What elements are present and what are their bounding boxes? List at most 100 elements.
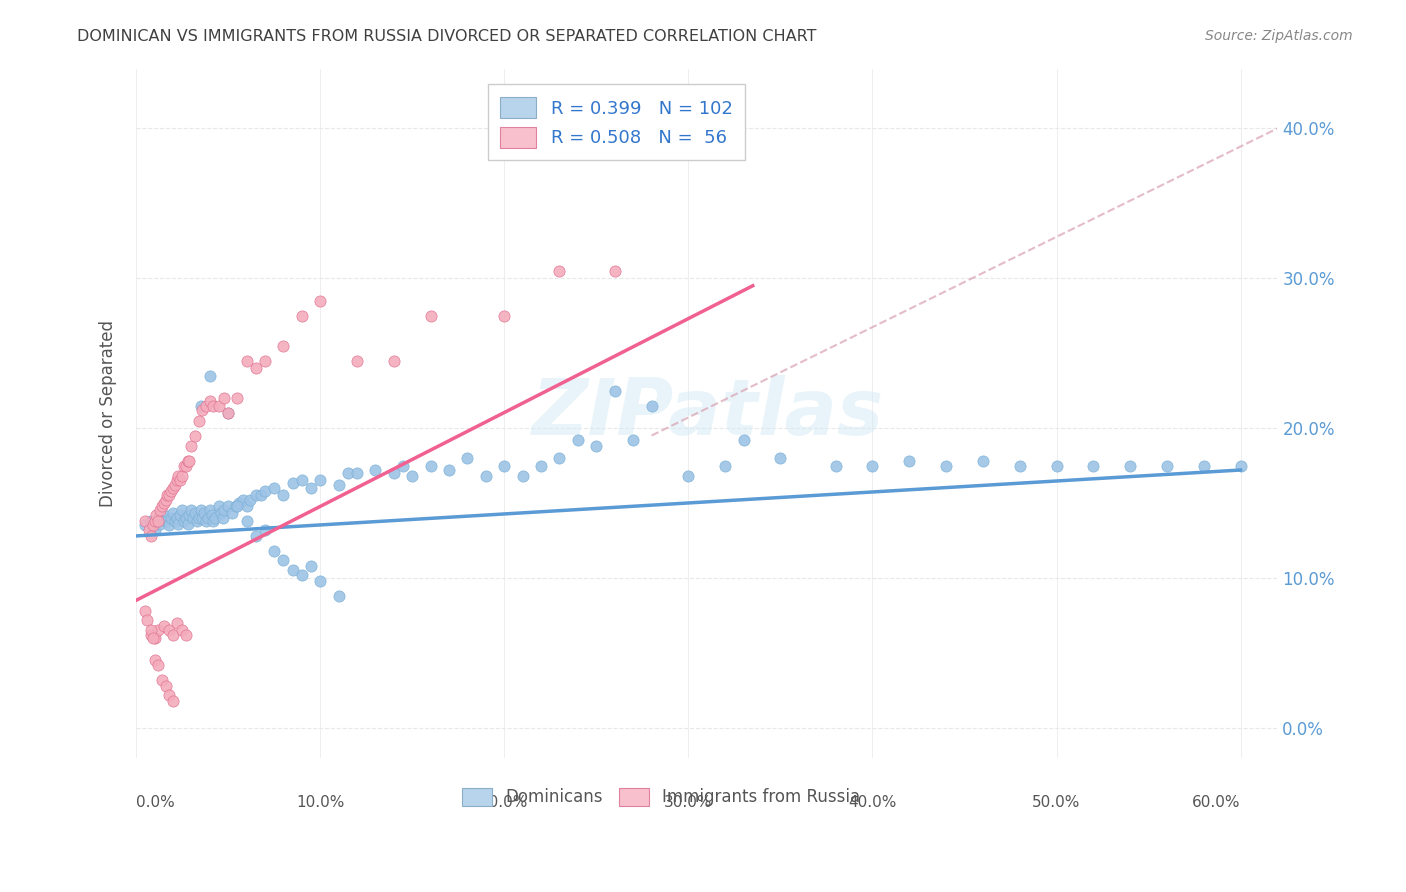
Point: [160, 511, 183, 525]
Point: [169, 474, 191, 488]
Point: [548, 264, 571, 278]
Text: 40.0%: 40.0%: [848, 795, 897, 810]
Point: [1156, 458, 1178, 473]
Text: 50.0%: 50.0%: [1032, 795, 1081, 810]
Point: [217, 406, 239, 420]
Point: [567, 433, 589, 447]
Text: DOMINICAN VS IMMIGRANTS FROM RUSSIA DIVORCED OR SEPARATED CORRELATION CHART: DOMINICAN VS IMMIGRANTS FROM RUSSIA DIVO…: [77, 29, 817, 44]
Point: [239, 493, 262, 508]
Point: [245, 488, 267, 502]
Point: [217, 406, 239, 420]
Point: [157, 624, 180, 638]
Point: [228, 496, 250, 510]
Point: [167, 516, 190, 531]
Point: [309, 574, 332, 588]
Point: [179, 508, 201, 522]
Point: [148, 657, 170, 672]
Point: [1229, 458, 1251, 473]
Point: [187, 511, 209, 525]
Point: [181, 511, 204, 525]
Point: [172, 503, 194, 517]
Point: [156, 488, 179, 502]
Point: [180, 503, 202, 517]
Point: [157, 488, 180, 502]
Point: [166, 511, 188, 525]
Point: [162, 507, 184, 521]
Point: [419, 309, 441, 323]
Point: [172, 469, 194, 483]
Point: [193, 507, 215, 521]
Point: [714, 458, 737, 473]
Point: [179, 454, 201, 468]
Point: [309, 293, 332, 308]
Point: [862, 458, 884, 473]
Point: [139, 514, 162, 528]
Point: [152, 619, 174, 633]
Point: [204, 511, 226, 525]
Point: [309, 474, 332, 488]
Point: [143, 514, 166, 528]
Point: [198, 503, 221, 517]
Point: [157, 688, 180, 702]
Point: [174, 628, 197, 642]
Point: [226, 499, 249, 513]
Point: [142, 631, 165, 645]
Text: 20.0%: 20.0%: [479, 795, 529, 810]
Point: [176, 454, 198, 468]
Point: [235, 514, 257, 528]
Point: [291, 567, 314, 582]
Point: [291, 474, 314, 488]
Point: [494, 458, 516, 473]
Point: [190, 503, 212, 517]
Point: [162, 628, 184, 642]
Point: [245, 529, 267, 543]
Point: [824, 458, 846, 473]
Point: [733, 433, 755, 447]
Legend: Dominicans, Immigrants from Russia: Dominicans, Immigrants from Russia: [453, 780, 869, 814]
Point: [167, 469, 190, 483]
Point: [769, 450, 792, 465]
Point: [195, 399, 218, 413]
Point: [152, 508, 174, 522]
Point: [187, 413, 209, 427]
Point: [160, 483, 183, 498]
Point: [273, 553, 295, 567]
Point: [145, 508, 167, 522]
Point: [935, 458, 957, 473]
Point: [211, 511, 233, 525]
Point: [346, 353, 368, 368]
Point: [184, 507, 207, 521]
Point: [382, 466, 405, 480]
Point: [273, 488, 295, 502]
Point: [174, 511, 197, 525]
Point: [143, 631, 166, 645]
Y-axis label: Divorced or Separated: Divorced or Separated: [100, 319, 117, 507]
Point: [142, 518, 165, 533]
Point: [263, 544, 285, 558]
Point: [172, 624, 194, 638]
Text: 10.0%: 10.0%: [297, 795, 344, 810]
Point: [136, 613, 159, 627]
Point: [291, 309, 314, 323]
Point: [162, 694, 184, 708]
Point: [214, 391, 236, 405]
Text: 30.0%: 30.0%: [664, 795, 713, 810]
Point: [148, 514, 170, 528]
Point: [678, 469, 700, 483]
Point: [235, 353, 257, 368]
Point: [202, 399, 225, 413]
Point: [603, 264, 626, 278]
Point: [1008, 458, 1031, 473]
Point: [139, 628, 162, 642]
Point: [155, 514, 177, 528]
Point: [972, 454, 994, 468]
Point: [250, 488, 273, 502]
Point: [299, 558, 322, 573]
Point: [138, 523, 160, 537]
Point: [157, 518, 180, 533]
Point: [195, 514, 218, 528]
Text: 0.0%: 0.0%: [136, 795, 174, 810]
Point: [273, 339, 295, 353]
Point: [299, 481, 322, 495]
Point: [134, 514, 156, 528]
